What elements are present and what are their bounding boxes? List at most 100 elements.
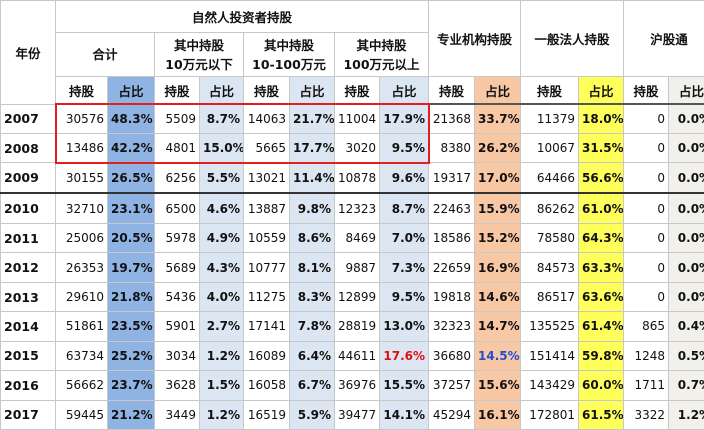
value-cell: 19.7% <box>107 252 155 283</box>
value-cell: 14063 <box>243 103 290 134</box>
value-cell: 31.5% <box>578 132 625 164</box>
value-cell: 9.5% <box>378 281 430 313</box>
value-cell: 9.5% <box>378 132 430 164</box>
value-cell: 0 <box>623 222 670 254</box>
value-cell: 26353 <box>55 252 108 283</box>
value-cell: 7.8% <box>289 311 335 342</box>
value-cell: 0.0% <box>668 192 704 225</box>
value-cell: 19818 <box>428 281 476 313</box>
value-cell: 39477 <box>334 399 380 430</box>
value-cell: 15.2% <box>474 222 522 254</box>
value-cell: 26.2% <box>474 132 522 164</box>
value-cell: 9887 <box>334 252 380 283</box>
value-cell: 135525 <box>520 311 580 342</box>
value-cell: 18.0% <box>578 103 625 134</box>
value-cell: 23.7% <box>107 370 155 401</box>
value-cell: 36976 <box>334 370 380 401</box>
value-cell: 61.4% <box>578 311 625 342</box>
value-cell: 17.0% <box>474 162 522 195</box>
value-cell: 0.0% <box>668 132 704 164</box>
value-cell: 13021 <box>243 162 290 195</box>
value-cell: 12899 <box>334 281 380 313</box>
value-cell: 1.2% <box>199 399 244 430</box>
value-cell: 59445 <box>55 399 108 430</box>
value-cell: 5509 <box>154 103 200 134</box>
value-cell: 60.0% <box>578 370 625 401</box>
value-cell: 5689 <box>154 252 200 283</box>
value-cell: 0 <box>623 103 670 134</box>
value-cell: 20.5% <box>107 222 155 254</box>
value-cell: 6.4% <box>289 340 335 372</box>
row: 2012 26353 19.7% 5689 4.3% 10777 8.1% 9887 7.3% 2… <box>0 252 704 283</box>
group-header: 自然人投资者持股 <box>54 0 430 33</box>
value-cell: 15.9% <box>474 192 522 225</box>
value-cell: 33.7% <box>474 103 522 134</box>
subgroup-header: 合计 <box>55 32 155 77</box>
value-cell: 23.5% <box>107 311 155 342</box>
value-cell: 86262 <box>520 192 580 225</box>
value-cell: 1248 <box>623 340 670 372</box>
year-cell: 2014 <box>0 311 56 342</box>
value-cell: 32710 <box>55 192 108 225</box>
value-cell: 13486 <box>55 132 108 164</box>
subgroup-header: 其中持股 10-100万元 <box>243 32 335 77</box>
group-header: 沪股通 <box>623 0 704 77</box>
value-cell: 4801 <box>154 132 200 164</box>
value-cell: 0.0% <box>668 222 704 254</box>
value-cell: 5665 <box>243 132 290 164</box>
value-cell: 22659 <box>428 252 476 283</box>
row: 2016 56662 23.7% 3628 1.5% 16058 6.7% 36976 15.5… <box>0 370 704 401</box>
value-cell: 16519 <box>243 399 290 430</box>
year-cell: 2007 <box>0 103 56 134</box>
value-cell: 16.9% <box>474 252 522 283</box>
value-cell: 15.5% <box>378 370 430 401</box>
value-cell: 30155 <box>55 162 108 195</box>
value-cell: 13887 <box>243 192 290 225</box>
value-cell: 36680 <box>428 340 476 372</box>
value-cell: 3034 <box>154 340 200 372</box>
value-cell: 865 <box>623 311 670 342</box>
value-cell: 11.4% <box>289 162 335 195</box>
value-cell: 10067 <box>520 132 580 164</box>
value-cell: 0 <box>623 132 670 164</box>
value-cell: 4.0% <box>199 281 244 313</box>
value-cell: 42.2% <box>107 132 155 164</box>
value-cell: 11275 <box>243 281 290 313</box>
value-cell: 5.9% <box>289 399 335 430</box>
column-header: 持股 <box>520 76 580 105</box>
value-cell: 59.8% <box>578 340 625 372</box>
value-cell: 0.7% <box>668 370 704 401</box>
value-cell: 25.2% <box>107 340 155 372</box>
value-cell: 4.3% <box>199 252 244 283</box>
value-cell: 64.3% <box>578 222 625 254</box>
value-cell: 6.7% <box>289 370 335 401</box>
value-cell: 143429 <box>520 370 580 401</box>
value-cell: 15.0% <box>199 132 244 164</box>
value-cell: 3322 <box>623 399 670 430</box>
value-cell: 48.3% <box>107 103 155 134</box>
value-cell: 44611 <box>334 340 380 372</box>
value-cell: 8.3% <box>289 281 335 313</box>
value-cell: 61.5% <box>578 399 625 430</box>
year-cell: 2010 <box>0 192 56 225</box>
row: 2009 30155 26.5% 6256 5.5% 13021 11.4% 10878 9.6… <box>0 162 704 195</box>
value-cell: 7.0% <box>378 222 430 254</box>
value-cell: 0 <box>623 281 670 313</box>
value-cell: 8.1% <box>289 252 335 283</box>
value-cell: 151414 <box>520 340 580 372</box>
value-cell: 0.4% <box>668 311 704 342</box>
value-cell: 8.7% <box>199 103 244 134</box>
value-cell: 26.5% <box>107 162 155 195</box>
column-header: 占比 <box>474 76 522 105</box>
value-cell: 17.9% <box>378 103 430 134</box>
value-cell: 17.7% <box>289 132 335 164</box>
value-cell: 28819 <box>334 311 380 342</box>
column-header: 持股 <box>55 76 108 105</box>
column-header: 持股 <box>154 76 200 105</box>
value-cell: 10559 <box>243 222 290 254</box>
value-cell: 8469 <box>334 222 380 254</box>
value-cell: 4.9% <box>199 222 244 254</box>
value-cell: 3628 <box>154 370 200 401</box>
value-cell: 78580 <box>520 222 580 254</box>
value-cell: 45294 <box>428 399 476 430</box>
